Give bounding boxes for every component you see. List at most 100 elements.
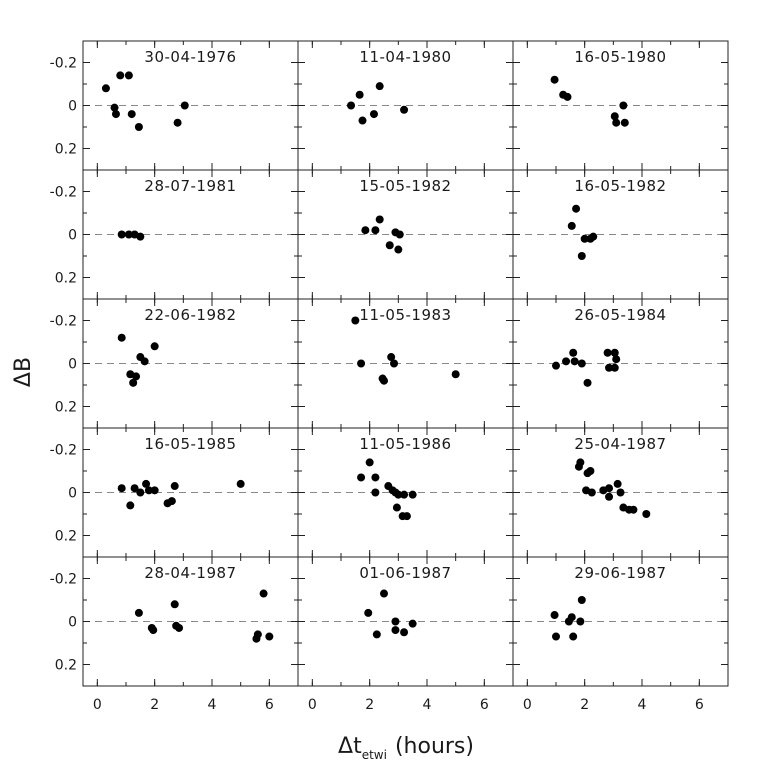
data-point bbox=[391, 626, 400, 635]
data-point bbox=[612, 355, 621, 364]
data-point bbox=[572, 204, 581, 213]
panel: 11-05-1983 bbox=[297, 298, 514, 429]
y-tick-label: -0.2 bbox=[50, 443, 77, 459]
panel-title: 11-04-1980 bbox=[359, 48, 451, 66]
data-point bbox=[111, 110, 120, 119]
x-tick-label: 2 bbox=[365, 697, 374, 713]
panel: 26-05-1984 bbox=[512, 298, 729, 429]
data-point bbox=[253, 630, 262, 639]
data-point bbox=[129, 378, 138, 387]
data-point bbox=[394, 490, 403, 499]
data-point bbox=[355, 90, 364, 99]
panel-title: 28-04-1987 bbox=[144, 564, 236, 582]
data-point bbox=[552, 361, 560, 370]
data-point bbox=[372, 630, 381, 639]
data-point bbox=[629, 505, 638, 514]
data-point bbox=[361, 226, 370, 235]
panel-grid: -0.2 0 0.2 30-04-1976 11-04-1980 16-05-1980 -0… bbox=[50, 40, 729, 687]
panel: 11-04-1980 bbox=[297, 40, 514, 171]
data-point bbox=[375, 215, 384, 224]
y-tick-label: 0 bbox=[68, 99, 77, 115]
x-tick-label: 6 bbox=[695, 697, 704, 713]
data-point bbox=[127, 110, 136, 119]
data-point bbox=[552, 632, 560, 641]
data-point bbox=[408, 619, 417, 628]
data-point bbox=[170, 482, 179, 491]
data-point bbox=[170, 600, 179, 609]
data-point bbox=[569, 348, 578, 357]
data-point bbox=[576, 617, 585, 626]
data-point bbox=[577, 596, 586, 604]
data-point bbox=[351, 316, 360, 325]
x-axis-title: Δtetwi (hours) bbox=[338, 734, 474, 762]
data-point bbox=[394, 245, 403, 254]
panel-title: 15-05-1982 bbox=[359, 177, 451, 195]
data-point bbox=[357, 473, 366, 482]
data-point bbox=[380, 376, 388, 385]
panel: 16-05-1982 bbox=[512, 169, 729, 300]
data-point bbox=[117, 484, 126, 493]
data-point bbox=[358, 116, 367, 125]
panel: -0.2 0 0.2 30-04-1976 bbox=[50, 40, 299, 171]
data-point bbox=[134, 608, 143, 617]
data-point bbox=[402, 512, 411, 521]
data-point bbox=[619, 101, 628, 110]
data-point bbox=[587, 488, 596, 497]
x-tick-label: 4 bbox=[423, 697, 432, 713]
data-point bbox=[371, 473, 380, 482]
data-point bbox=[110, 103, 119, 112]
data-point bbox=[589, 232, 598, 241]
panel-title: 11-05-1986 bbox=[359, 435, 451, 453]
panel-title: 16-05-1985 bbox=[144, 435, 236, 453]
data-point bbox=[387, 353, 396, 362]
data-point bbox=[117, 230, 126, 239]
panel-title: 26-05-1984 bbox=[574, 306, 666, 324]
data-point bbox=[577, 252, 586, 260]
data-point bbox=[580, 234, 589, 243]
panel-title: 29-06-1987 bbox=[574, 564, 666, 582]
y-tick-label: -0.2 bbox=[50, 185, 77, 201]
data-point bbox=[167, 497, 176, 506]
y-tick-label: 0.2 bbox=[55, 658, 77, 674]
y-tick-label: 0 bbox=[68, 486, 77, 502]
data-point bbox=[380, 589, 388, 598]
panel-title: 16-05-1980 bbox=[574, 48, 666, 66]
data-point bbox=[400, 490, 409, 499]
data-point bbox=[605, 484, 614, 493]
data-point bbox=[124, 71, 133, 80]
data-point bbox=[642, 510, 651, 518]
y-tick-label: 0 bbox=[68, 357, 77, 373]
data-point bbox=[180, 101, 189, 110]
panel: 01-06-1987 bbox=[297, 556, 514, 687]
x-tick-label: 4 bbox=[638, 697, 647, 713]
data-point bbox=[567, 613, 576, 622]
data-point bbox=[610, 363, 619, 372]
data-point bbox=[390, 359, 399, 368]
data-point bbox=[613, 479, 622, 488]
data-point bbox=[347, 101, 356, 110]
x-axis-title-units: (hours) bbox=[395, 734, 474, 759]
y-axis-title: ΔB bbox=[11, 357, 36, 387]
x-tick-label: 0 bbox=[93, 697, 102, 713]
data-point bbox=[400, 105, 409, 114]
data-point bbox=[150, 486, 159, 495]
data-point bbox=[136, 488, 145, 497]
data-point bbox=[550, 611, 559, 620]
y-tick-label: -0.2 bbox=[50, 56, 77, 72]
panel: 15-05-1982 bbox=[297, 169, 514, 300]
panel: 11-05-1986 bbox=[297, 427, 514, 558]
y-tick-label: 0.2 bbox=[55, 529, 77, 545]
data-point bbox=[357, 359, 366, 368]
panel: 16-05-1980 bbox=[512, 40, 729, 171]
data-point bbox=[140, 357, 149, 366]
data-point bbox=[570, 357, 579, 366]
data-point bbox=[583, 378, 592, 387]
data-point bbox=[620, 118, 629, 127]
data-point bbox=[150, 342, 159, 351]
x-tick-label: 2 bbox=[150, 697, 159, 713]
y-tick-label: 0.2 bbox=[55, 271, 77, 287]
data-point bbox=[364, 608, 373, 617]
y-tick-label: 0.2 bbox=[55, 142, 77, 158]
panel: -0.2 0 0.2 28-07-1981 bbox=[50, 169, 299, 300]
data-point bbox=[265, 632, 274, 641]
